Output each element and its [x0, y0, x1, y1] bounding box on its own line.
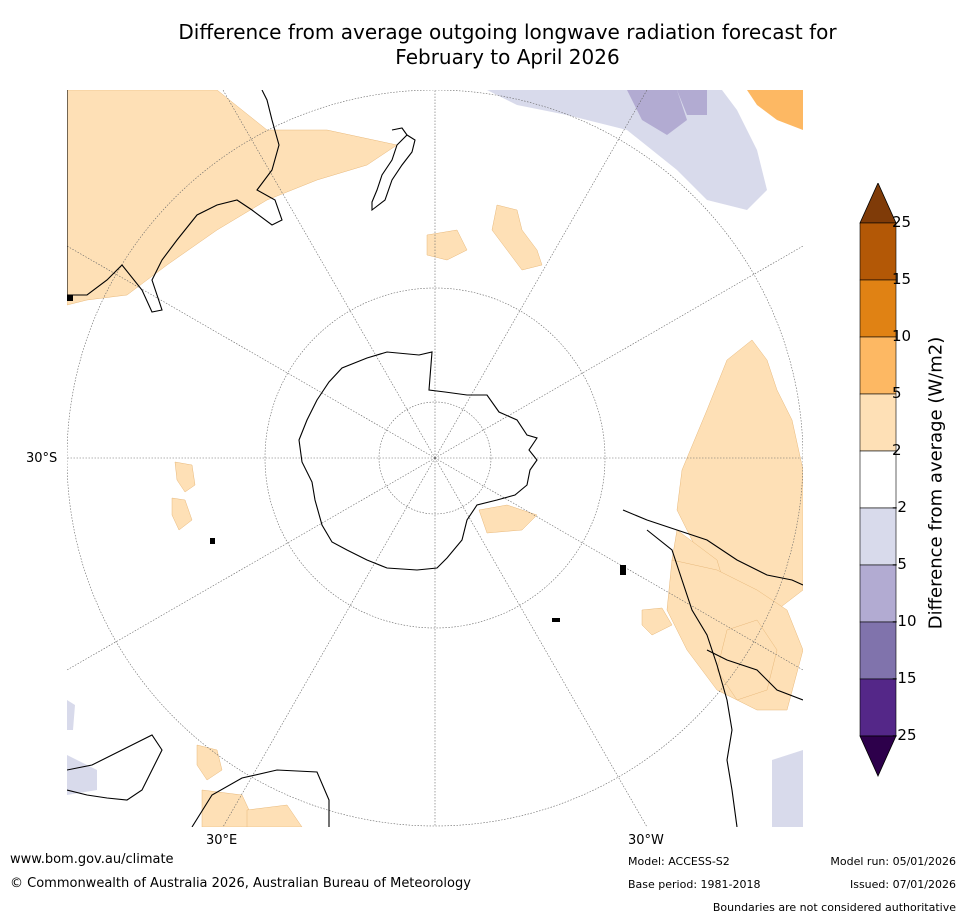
- colorbar-segment: [859, 222, 897, 281]
- footer-disclaimer: Boundaries are not considered authoritat…: [712, 901, 956, 914]
- title-line-2: February to April 2026: [395, 45, 620, 69]
- colorbar-segment: [859, 678, 897, 737]
- colorbar-tick-label: -25: [892, 726, 917, 744]
- footer-model: Model: ACCESS-S2: [628, 855, 730, 868]
- colorbar-tick-label: -2: [892, 498, 907, 516]
- colorbar-tick-label: 25: [892, 213, 912, 231]
- indian-ocean-anomaly: [174, 461, 196, 493]
- pacific-negative-anomaly-2: [627, 90, 687, 135]
- colorbar-tick-label: 10: [892, 327, 912, 345]
- south-atlantic-coastline: [706, 649, 803, 701]
- negative-anomaly-regions: [67, 90, 803, 827]
- colorbar-segment: [859, 450, 897, 509]
- australia-coastline: [67, 90, 283, 313]
- indian-ocean-negative-anomaly: [67, 755, 97, 795]
- madagascar-anomaly: [246, 804, 303, 827]
- colorbar-tick-label: 15: [892, 270, 912, 288]
- australia-anomaly: [67, 90, 398, 306]
- atlantic-negative-anomaly: [772, 750, 803, 827]
- colorbar-segment: [859, 507, 897, 566]
- coastlines: [67, 90, 803, 827]
- colorbar-segments: [859, 183, 897, 777]
- footer-model-run: Model run: 05/01/2026: [830, 855, 956, 868]
- title-line-1: Difference from average outgoing longwav…: [178, 20, 837, 44]
- indian-ocean-anomaly-2: [171, 497, 193, 531]
- africa-south-anomaly-2: [201, 789, 258, 827]
- lon-label-30e: 30°E: [206, 833, 238, 848]
- graticule: [67, 90, 803, 827]
- south-america-coastline: [622, 509, 803, 586]
- colorbar-tick-label: -10: [892, 612, 917, 630]
- africa-south-anomaly: [196, 744, 223, 781]
- pacific-anomaly-1: [491, 204, 543, 271]
- footer-copyright: © Commonwealth of Australia 2026, Austra…: [10, 876, 471, 891]
- colorbar-extend-bottom: [859, 735, 897, 777]
- colorbar-segment: [859, 393, 897, 452]
- new-zealand-coastline: [371, 127, 416, 212]
- colorbar-segment: [859, 621, 897, 680]
- colorbar-segment: [859, 564, 897, 623]
- colorbar: [859, 183, 897, 777]
- colorbar-segment: [859, 279, 897, 338]
- footer-url: www.bom.gov.au/climate: [10, 852, 174, 867]
- lat-label-30s: 30°S: [26, 451, 58, 466]
- colorbar-tick-label: 2: [892, 441, 902, 459]
- south-atlantic-anomaly: [641, 607, 673, 636]
- small-islands: [67, 295, 626, 622]
- colorbar-tick-label: -15: [892, 669, 917, 687]
- polar-map: [67, 90, 803, 827]
- footer-base-period: Base period: 1981-2018: [628, 878, 761, 891]
- antarctic-coast-anomaly: [478, 504, 538, 534]
- pacific-negative-anomaly: [487, 90, 767, 210]
- patagonia-anomaly: [716, 619, 778, 701]
- colorbar-extend-top: [859, 183, 897, 224]
- south-america-coastline-2: [646, 529, 738, 827]
- colorbar-tick-label: 5: [892, 384, 902, 402]
- strong-positive-anomaly: [747, 90, 803, 130]
- footer-issued: Issued: 07/01/2026: [849, 878, 956, 891]
- africa-coastline: [67, 734, 163, 801]
- africa-coastline-2: [191, 769, 330, 827]
- colorbar-tick-label: -5: [892, 555, 907, 573]
- map-title: Difference from average outgoing longwav…: [0, 20, 965, 70]
- antarctica-coastline: [298, 351, 538, 571]
- positive-anomaly-regions: [67, 90, 803, 827]
- west-negative-anomaly: [67, 700, 75, 730]
- colorbar-segment: [859, 336, 897, 395]
- colorbar-title: Difference from average (W/m2): [925, 336, 947, 630]
- lon-label-30w: 30°W: [628, 833, 664, 848]
- pacific-negative-anomaly-3: [677, 90, 707, 115]
- pacific-anomaly-2: [426, 229, 468, 261]
